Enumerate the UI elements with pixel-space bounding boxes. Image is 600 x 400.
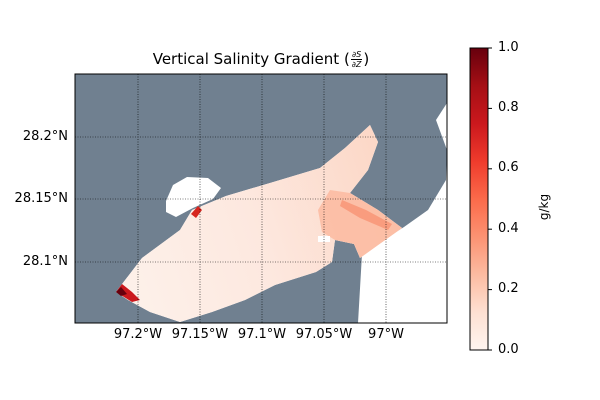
title-suffix: )	[363, 50, 370, 68]
lake-edge-hotspot	[191, 206, 202, 218]
colorbar-tick-label: 1.0	[498, 40, 519, 55]
partial-derivative-fraction: ∂S ∂Z	[350, 50, 363, 69]
lat-label: 28.1°N	[22, 254, 68, 269]
colorbar-tick-label: 0.6	[498, 160, 519, 175]
inlet-streak	[340, 200, 392, 230]
colorbar-tick-label: 0.8	[498, 100, 519, 115]
fraction-denominator: ∂Z	[351, 60, 362, 69]
colorbar-tick-label: 0.2	[498, 281, 519, 296]
open-water	[358, 103, 447, 323]
lat-label: 28.2°N	[22, 129, 68, 144]
inlet-high-gradient	[318, 190, 402, 258]
lat-label: 28.15°N	[14, 191, 68, 206]
lon-label: 97.15°W	[171, 327, 229, 342]
map-title: Vertical Salinity Gradient (∂S ∂Z)	[75, 50, 447, 69]
map-frame	[74, 73, 448, 324]
lon-label: 97.1°W	[237, 327, 287, 342]
salinity-field	[116, 125, 402, 322]
colorbar-tick-label: 0.4	[498, 221, 519, 236]
small-lake	[166, 177, 221, 217]
title-prefix: Vertical Salinity Gradient (	[152, 50, 350, 68]
lon-label: 97.05°W	[295, 327, 353, 342]
fraction-numerator: ∂S	[350, 50, 363, 60]
lon-label: 97.2°W	[113, 327, 163, 342]
west-tip-core	[116, 287, 127, 296]
colorbar-ticks	[488, 47, 492, 351]
lon-label: 97°W	[368, 327, 404, 342]
colorbar-tick-label: 0.0	[498, 342, 519, 357]
gridlines	[75, 74, 447, 323]
colorbar-label: g/kg	[537, 193, 552, 221]
colorbar	[469, 47, 489, 351]
